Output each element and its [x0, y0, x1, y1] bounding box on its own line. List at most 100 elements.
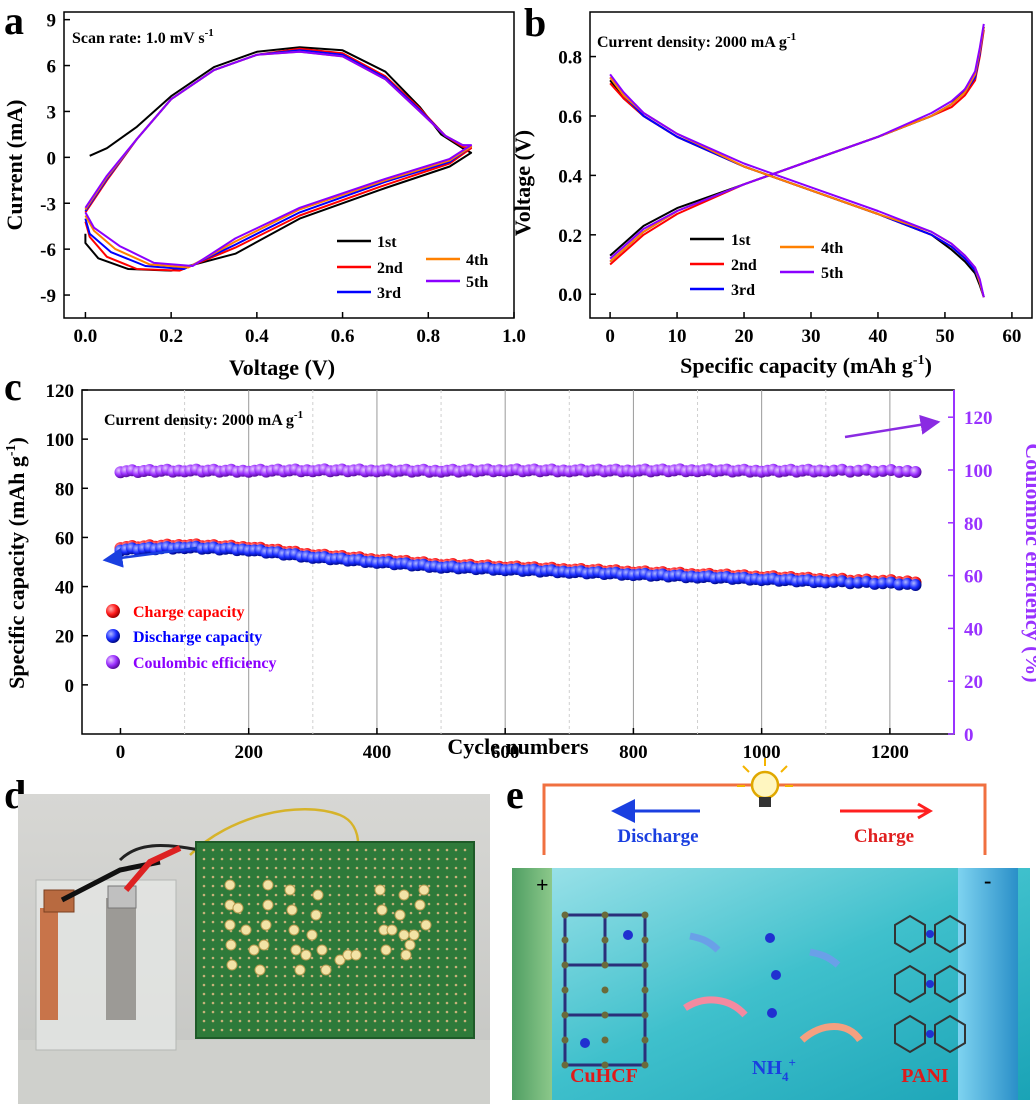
pcb-hole	[427, 1019, 431, 1023]
pcb-hole	[256, 1019, 260, 1023]
pcb-hole	[436, 857, 440, 861]
pcb-hole	[355, 974, 359, 978]
pcb-hole	[373, 893, 377, 897]
pcb-hole	[463, 1019, 467, 1023]
legend-label-ce: Coulombic efficiency	[133, 655, 277, 672]
pcb-hole	[373, 1028, 377, 1032]
pcb-hole	[337, 1028, 341, 1032]
pcb-hole	[328, 974, 332, 978]
pcb-hole	[463, 992, 467, 996]
plot-frame-a	[63, 11, 515, 319]
pcb-hole	[256, 938, 260, 942]
y-tick-label: 80	[55, 479, 74, 500]
pcb-hole	[310, 1019, 314, 1023]
y-ticks-c: 120 100 80 60 40 20 0	[46, 381, 88, 697]
pcb-hole	[220, 857, 224, 861]
series-line-4th	[609, 26, 985, 263]
pcb-hole	[202, 857, 206, 861]
pcb-hole	[220, 974, 224, 978]
pcb-hole	[382, 857, 386, 861]
pcb-hole	[463, 965, 467, 969]
pcb-hole	[301, 938, 305, 942]
pcb-hole	[355, 1019, 359, 1023]
pcb-hole	[391, 875, 395, 879]
pcb-hole	[220, 956, 224, 960]
pcb-hole	[400, 848, 404, 852]
pcb-hole	[382, 848, 386, 852]
pcb-hole	[337, 920, 341, 924]
pcb-hole	[292, 965, 296, 969]
minus-sign: -	[984, 868, 991, 893]
pcb-hole	[229, 848, 233, 852]
pcb-hole	[310, 848, 314, 852]
pcb-hole	[346, 1010, 350, 1014]
pcb-hole	[346, 929, 350, 933]
pcb-hole	[292, 938, 296, 942]
x-axis-label-b: Specific capacity (mAh g-1)	[680, 353, 932, 378]
pcb-hole	[400, 965, 404, 969]
pcb-hole	[373, 902, 377, 906]
pcb-hole	[283, 1019, 287, 1023]
pcb-hole	[400, 1019, 404, 1023]
cathode-plate	[512, 868, 552, 1100]
pcb-hole	[427, 848, 431, 852]
pcb-hole	[256, 893, 260, 897]
pcb-hole	[256, 848, 260, 852]
legend-marker-charge	[106, 604, 120, 618]
legend-label-b-1st: 1st	[731, 232, 751, 249]
pcb-hole	[373, 965, 377, 969]
framework-node	[601, 936, 609, 944]
y-tick-label: 20	[55, 627, 74, 648]
pcb-hole	[364, 866, 368, 870]
x-tick-label: 0	[116, 742, 126, 763]
pcb-hole	[220, 1028, 224, 1032]
framework-node	[601, 986, 609, 994]
series-line-1st	[84, 46, 473, 272]
pcb-hole	[256, 1010, 260, 1014]
pcb-hole	[292, 1019, 296, 1023]
framework-node	[601, 1036, 609, 1044]
pcb-hole	[382, 938, 386, 942]
pcb-hole	[310, 920, 314, 924]
pcb-hole	[301, 902, 305, 906]
pcb-hole	[337, 893, 341, 897]
pcb-hole	[283, 875, 287, 879]
pcb-hole	[274, 866, 278, 870]
pcb-hole	[202, 848, 206, 852]
pcb-hole	[409, 893, 413, 897]
pcb-hole	[202, 983, 206, 987]
framework-node	[601, 1011, 609, 1019]
pcb-hole	[256, 920, 260, 924]
pcb-hole	[238, 947, 242, 951]
x-axis-label-a: Voltage (V)	[229, 355, 335, 380]
led	[320, 964, 332, 976]
pcb-hole	[391, 920, 395, 924]
pcb-hole	[400, 902, 404, 906]
x-tick-label: 0	[605, 326, 615, 347]
pcb-hole	[238, 992, 242, 996]
pcb-hole	[256, 911, 260, 915]
led	[374, 884, 386, 896]
pcb-hole	[337, 992, 341, 996]
pcb-hole	[220, 938, 224, 942]
pcb-hole	[454, 965, 458, 969]
pcb-hole	[364, 857, 368, 861]
pcb-hole	[274, 902, 278, 906]
plus-sign: +	[536, 872, 549, 897]
led	[226, 959, 238, 971]
pcb-hole	[391, 884, 395, 888]
pcb-hole	[427, 1010, 431, 1014]
pcb-hole	[436, 884, 440, 888]
pcb-hole	[292, 956, 296, 960]
pcb-hole	[364, 902, 368, 906]
pcb-hole	[436, 974, 440, 978]
pcb-hole	[373, 947, 377, 951]
led	[224, 879, 236, 891]
pcb-hole	[463, 893, 467, 897]
pcb-hole	[283, 938, 287, 942]
pcb-hole	[346, 1001, 350, 1005]
pcb-hole	[454, 866, 458, 870]
x-tick-label: 0.6	[331, 326, 355, 347]
pcb-hole	[400, 992, 404, 996]
pcb-hole	[454, 848, 458, 852]
